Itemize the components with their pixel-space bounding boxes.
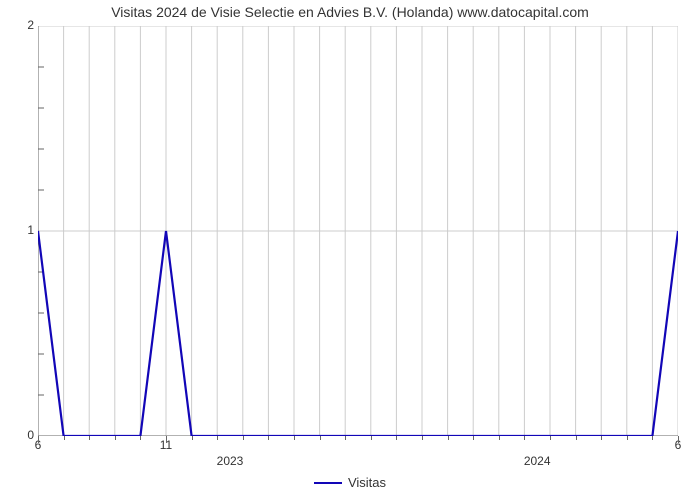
x-minor-tick: [371, 436, 372, 440]
y-tick-label: 2: [20, 18, 34, 32]
x-minor-tick: [576, 436, 577, 440]
y-tick-label: 0: [20, 428, 34, 442]
x-minor-tick: [140, 436, 141, 440]
x-minor-tick: [64, 436, 65, 440]
x-minor-tick: [422, 436, 423, 440]
x-minor-tick: [473, 436, 474, 440]
chart-title: Visitas 2024 de Visie Selectie en Advies…: [0, 4, 700, 20]
x-minor-tick: [550, 436, 551, 440]
x-minor-tick: [499, 436, 500, 440]
x-minor-tick: [89, 436, 90, 440]
x-minor-tick: [320, 436, 321, 440]
x-minor-tick: [524, 436, 525, 440]
x-major-tick: [38, 436, 39, 443]
x-minor-tick: [448, 436, 449, 440]
x-group-label: 2023: [217, 454, 244, 468]
x-group-label: 2024: [524, 454, 551, 468]
x-minor-tick: [601, 436, 602, 440]
x-minor-tick: [243, 436, 244, 440]
x-minor-tick: [192, 436, 193, 440]
chart-container: { "chart": { "type": "line", "title": "V…: [0, 0, 700, 500]
x-minor-tick: [345, 436, 346, 440]
legend-swatch: [314, 482, 342, 484]
x-minor-tick: [627, 436, 628, 440]
plot-area: [38, 26, 678, 436]
x-minor-tick: [652, 436, 653, 440]
x-major-tick: [678, 436, 679, 443]
x-minor-tick: [396, 436, 397, 440]
legend: Visitas: [0, 474, 700, 490]
x-minor-tick: [115, 436, 116, 440]
x-minor-tick: [294, 436, 295, 440]
legend-label: Visitas: [348, 475, 386, 490]
x-minor-tick: [268, 436, 269, 440]
chart-svg: [38, 26, 678, 436]
y-tick-label: 1: [20, 223, 34, 237]
x-major-tick: [166, 436, 167, 443]
x-minor-tick: [217, 436, 218, 440]
